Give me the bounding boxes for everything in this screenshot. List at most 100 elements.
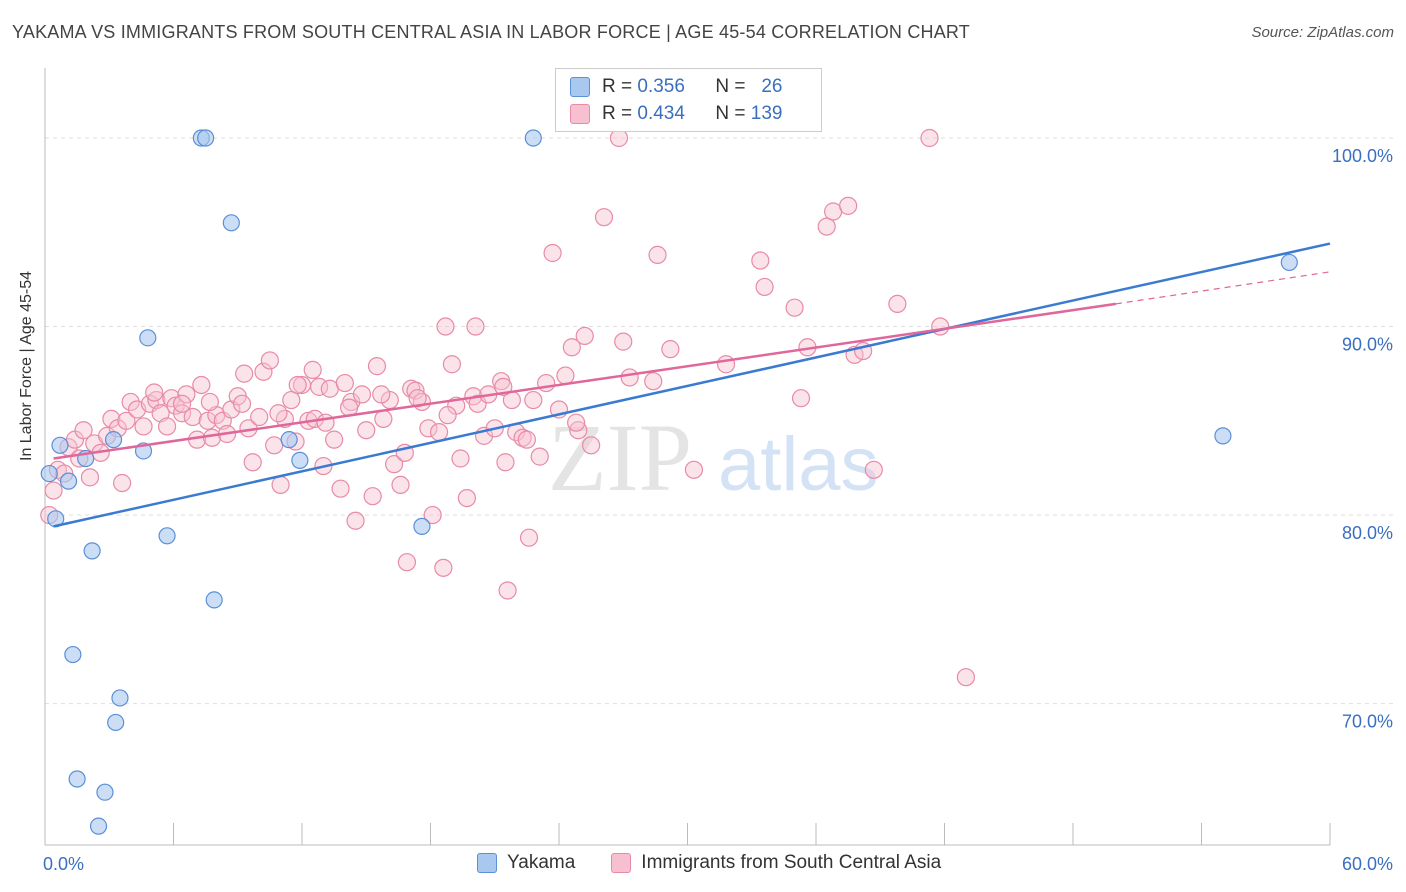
- data-point-immigrants: [260, 351, 279, 370]
- data-point-immigrants: [498, 581, 517, 600]
- data-point-immigrants: [751, 251, 770, 270]
- legend-item-immigrants[interactable]: Immigrants from South Central Asia: [611, 852, 941, 874]
- trend-line-yakama: [53, 242, 1331, 528]
- data-point-immigrants: [235, 364, 254, 383]
- y-tick-label: 90.0%: [1342, 335, 1393, 355]
- data-point-immigrants: [134, 417, 153, 436]
- data-point-immigrants: [271, 475, 290, 494]
- data-point-immigrants: [817, 217, 836, 236]
- data-point-immigrants: [864, 460, 883, 479]
- data-point-immigrants: [644, 372, 663, 391]
- legend-item-yakama[interactable]: Yakama: [477, 852, 575, 874]
- data-point-immigrants: [282, 390, 301, 410]
- data-point-yakama: [111, 689, 129, 707]
- legend-r-yakama: 0.356: [637, 76, 685, 97]
- data-point-yakama: [158, 527, 176, 545]
- data-point-immigrants: [372, 385, 391, 404]
- data-point-yakama: [68, 770, 86, 788]
- watermark: ZIP atlas: [548, 404, 879, 511]
- tick-labels: 70.0% 80.0% 90.0% 100.0% 0.0% 60.0%: [43, 146, 1393, 874]
- data-point-immigrants: [419, 419, 438, 438]
- y-tick-label: 100.0%: [1332, 146, 1393, 166]
- data-point-immigrants: [888, 294, 907, 313]
- data-point-yakama: [139, 329, 157, 347]
- legend-r-label: R =: [602, 103, 633, 124]
- data-point-yakama: [59, 472, 78, 490]
- data-point-immigrants: [183, 407, 202, 427]
- data-point-immigrants: [177, 385, 196, 404]
- data-point-immigrants: [543, 243, 562, 263]
- data-point-immigrants: [172, 404, 192, 423]
- data-point-immigrants: [357, 421, 376, 440]
- data-point-immigrants: [436, 317, 455, 336]
- data-point-immigrants: [755, 277, 774, 297]
- data-point-immigrants: [457, 488, 477, 508]
- x-tick-label: 60.0%: [1342, 854, 1393, 874]
- legend-swatch-immigrants: [570, 104, 590, 124]
- legend-n-label: N =: [715, 103, 746, 124]
- data-point-immigrants: [352, 385, 372, 404]
- data-point-immigrants: [956, 668, 976, 687]
- series-legend: Yakama Immigrants from South Central Asi…: [477, 852, 977, 874]
- data-point-immigrants: [537, 373, 556, 393]
- data-point-immigrants: [112, 473, 132, 493]
- watermark-zip: ZIP: [548, 404, 692, 511]
- data-point-immigrants: [346, 511, 365, 530]
- data-point-immigrants: [102, 409, 121, 429]
- data-point-immigrants: [609, 128, 629, 148]
- data-point-immigrants: [254, 362, 273, 381]
- data-point-immigrants: [288, 375, 307, 395]
- data-point-immigrants: [438, 406, 457, 425]
- data-point-immigrants: [614, 332, 633, 351]
- data-point-immigrants: [519, 528, 539, 547]
- data-point-yakama: [107, 713, 125, 732]
- data-point-immigrants: [434, 558, 453, 577]
- data-point-immigrants: [202, 428, 222, 447]
- data-point-immigrants: [567, 413, 586, 432]
- data-point-immigrants: [80, 468, 100, 487]
- data-point-immigrants: [335, 373, 354, 393]
- data-point-immigrants: [442, 355, 462, 374]
- data-point-yakama: [205, 591, 223, 609]
- watermark-atlas: atlas: [718, 422, 879, 507]
- data-point-yakama: [96, 783, 114, 801]
- data-point-immigrants: [494, 377, 513, 396]
- data-point-immigrants: [466, 317, 485, 336]
- data-point-immigrants: [74, 421, 93, 440]
- data-point-immigrants: [121, 392, 140, 412]
- legend-row-immigrants: R = 0.434 N = 139: [570, 102, 782, 126]
- data-point-immigrants: [517, 430, 536, 449]
- data-point-immigrants: [316, 413, 335, 432]
- legend-swatch-yakama: [477, 853, 497, 873]
- data-point-immigrants: [391, 475, 410, 494]
- data-point-yakama: [280, 431, 298, 449]
- data-point-immigrants: [250, 407, 269, 427]
- data-point-immigrants: [661, 340, 680, 359]
- legend-swatch-immigrants: [611, 853, 632, 873]
- data-point-yakama: [104, 431, 123, 449]
- data-point-immigrants: [496, 453, 515, 472]
- data-point-yakama: [1214, 427, 1232, 445]
- data-point-immigrants: [575, 326, 594, 346]
- legend-n-label: N =: [715, 76, 746, 97]
- data-point-immigrants: [200, 392, 220, 412]
- data-point-immigrants: [145, 383, 164, 402]
- data-point-immigrants: [791, 389, 811, 408]
- legend-r-immigrants: 0.434: [637, 103, 685, 124]
- y-tick-label: 70.0%: [1342, 712, 1393, 732]
- legend-r-label: R =: [602, 76, 633, 97]
- y-axis-label: In Labor Force | Age 45-54: [18, 270, 35, 461]
- data-point-immigrants: [367, 357, 387, 376]
- data-point-immigrants: [423, 505, 442, 525]
- data-point-immigrants: [397, 553, 417, 572]
- data-point-immigrants: [716, 355, 736, 374]
- data-point-immigrants: [192, 375, 211, 395]
- data-point-immigrants: [166, 396, 185, 415]
- data-point-immigrants: [232, 394, 252, 413]
- data-point-immigrants: [524, 390, 543, 410]
- data-point-immigrants: [303, 360, 322, 379]
- data-point-immigrants: [569, 421, 588, 440]
- data-point-yakama: [524, 129, 542, 147]
- data-point-immigrants: [331, 479, 350, 498]
